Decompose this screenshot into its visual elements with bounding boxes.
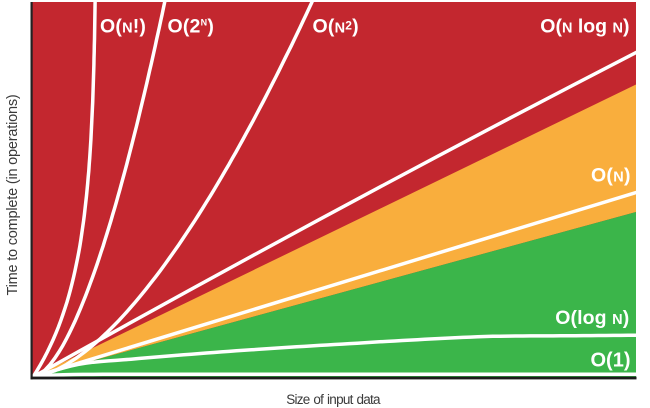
svg-text:Time to complete (in operation: Time to complete (in operations) bbox=[5, 95, 21, 296]
svg-text:O(1): O(1) bbox=[591, 350, 631, 372]
svg-text:O(2N): O(2N) bbox=[168, 16, 215, 38]
svg-text:O(log N): O(log N) bbox=[555, 307, 629, 329]
svg-text:Size of input data: Size of input data bbox=[286, 392, 381, 407]
svg-text:O(N): O(N) bbox=[591, 165, 631, 187]
svg-text:O(N!): O(N!) bbox=[100, 16, 146, 38]
svg-text:O(N log N): O(N log N) bbox=[540, 16, 629, 38]
svg-text:O(N2): O(N2) bbox=[313, 16, 359, 38]
